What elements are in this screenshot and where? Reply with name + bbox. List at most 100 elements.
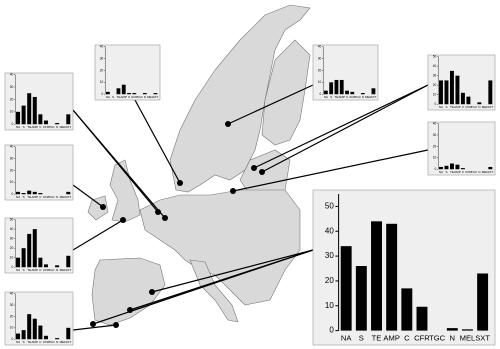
bar: [355, 266, 367, 331]
bar: [127, 93, 131, 95]
x-tick-label: MEL: [147, 95, 154, 99]
bar: [142, 93, 147, 95]
y-tick-label: 40: [325, 226, 334, 235]
bar: [386, 223, 398, 331]
y-tick-label: 30: [10, 156, 14, 160]
connector: [72, 184, 104, 208]
bar: [43, 120, 48, 125]
y-tick-label: 40: [10, 291, 14, 295]
y-tick-label: 0: [329, 326, 334, 335]
x-tick-label: CFR: [349, 95, 356, 99]
bar: [477, 273, 489, 331]
x-tick-label: N: [478, 105, 480, 109]
y-tick-label: 40: [10, 227, 14, 231]
bar: [488, 80, 493, 105]
bar: [329, 82, 334, 95]
europe-map: [87, 4, 311, 326]
ireland: [87, 195, 109, 221]
connector: [151, 249, 314, 293]
x-tick-label: S: [23, 268, 25, 272]
site-dot: [90, 321, 96, 327]
x-tick-label: TGC: [48, 125, 55, 129]
site-dot: [100, 204, 106, 210]
connector: [232, 149, 429, 192]
y-tick-label: 0: [435, 102, 437, 106]
bar: [466, 96, 471, 105]
x-tick-label: C: [346, 95, 349, 99]
y-tick-label: 20: [10, 97, 14, 101]
x-tick-label: MEL: [482, 105, 489, 109]
bar: [446, 328, 458, 331]
bar: [371, 221, 382, 331]
y-tick-label: 20: [10, 314, 14, 318]
x-tick-label: TGC: [354, 95, 361, 99]
bar: [27, 93, 32, 125]
italy: [189, 259, 239, 323]
x-tick-label: SXT: [487, 105, 493, 109]
y-tick-label: 0: [12, 337, 14, 341]
x-tick-label: AMP: [454, 105, 461, 109]
x-tick-label: TGC: [471, 105, 478, 109]
x-tick-label: C: [462, 170, 465, 174]
bar: [340, 246, 352, 331]
y-tick-label: 10: [10, 180, 14, 184]
x-tick-label: SXT: [65, 268, 71, 272]
bar: [21, 248, 26, 268]
x-tick-label: NA: [324, 95, 329, 99]
x-tick-label: N: [362, 95, 364, 99]
x-tick-label: S: [23, 340, 25, 344]
x-tick-label: NA: [341, 334, 352, 343]
x-tick-label: SXT: [475, 334, 490, 343]
x-tick-label: C: [462, 105, 465, 109]
bar: [416, 306, 428, 331]
connector: [261, 84, 429, 173]
y-tick-label: 10: [100, 80, 104, 84]
x-tick-label: TE: [117, 95, 121, 99]
y-tick-label: 50: [433, 54, 437, 58]
bar: [55, 338, 60, 340]
site-dot: [225, 121, 231, 127]
y-tick-label: 40: [433, 64, 437, 68]
bar: [55, 265, 60, 268]
y-tick-label: 50: [10, 217, 14, 221]
x-tick-label: NA: [439, 105, 444, 109]
y-tick-label: 30: [10, 85, 14, 89]
x-tick-label: SXT: [65, 125, 71, 129]
bar: [334, 79, 339, 95]
y-tick-label: 30: [10, 236, 14, 240]
y-tick-label: 30: [433, 133, 437, 137]
y-tick-label: 40: [318, 44, 322, 48]
y-tick-label: 30: [10, 303, 14, 307]
y-tick-label: 0: [12, 122, 14, 126]
site-dot: [251, 165, 257, 171]
bar: [66, 327, 71, 340]
bar: [439, 166, 443, 170]
x-tick-label: TGC: [48, 195, 55, 199]
y-tick-label: 20: [433, 144, 437, 148]
bar: [21, 105, 26, 125]
site-dot: [149, 289, 155, 295]
y-tick-label: 10: [10, 326, 14, 330]
y-tick-label: 0: [12, 192, 14, 196]
x-tick-label: N: [450, 334, 455, 343]
x-tick-label: AMP: [31, 195, 38, 199]
y-tick-label: 30: [318, 56, 322, 60]
x-tick-label: SXT: [370, 95, 376, 99]
site-dot: [120, 217, 126, 223]
bar: [460, 168, 465, 170]
chart-frame: [427, 121, 496, 176]
x-tick-label: CFR: [43, 268, 50, 272]
x-tick-label: MEL: [60, 268, 67, 272]
site-dot: [230, 188, 236, 194]
mainland: [139, 189, 301, 306]
x-tick-label: AMP: [31, 268, 38, 272]
site-dot: [127, 307, 133, 313]
bar: [66, 255, 71, 268]
x-tick-label: SXT: [65, 340, 71, 344]
bar: [462, 329, 473, 331]
x-tick-label: S: [112, 95, 114, 99]
y-tick-label: 10: [318, 80, 322, 84]
x-tick-label: TE: [450, 170, 454, 174]
